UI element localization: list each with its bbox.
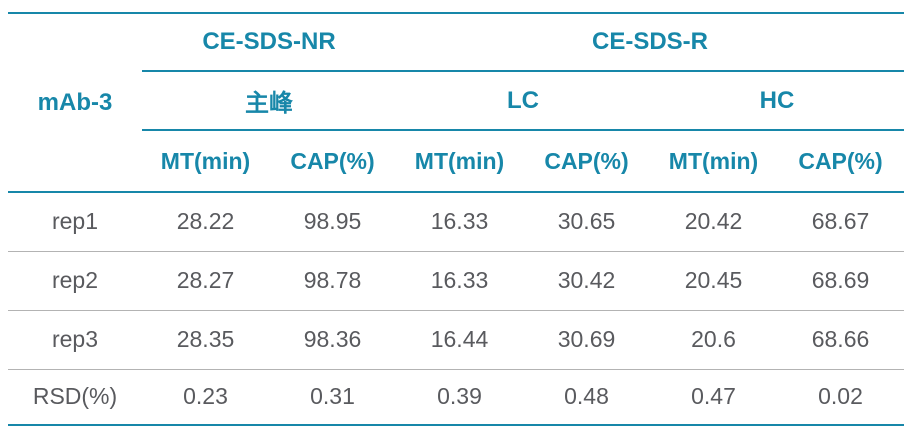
- row-label-rsd: RSD(%): [32, 383, 118, 410]
- cell-rep1-nr-mt: 28.22: [142, 192, 269, 252]
- cell-rep2-lc-mt: 16.33: [396, 251, 523, 311]
- cell-rep3-hc-cap: 68.66: [777, 310, 904, 370]
- cell-rep2-nr-mt: 28.27: [142, 251, 269, 311]
- metric-header-cap-3: CAP(%): [777, 130, 904, 193]
- results-table: mAb-3 CE-SDS-NR CE-SDS-R 主峰 LC HC MT(min…: [8, 12, 904, 426]
- subgroup-header-lc: LC: [396, 71, 650, 131]
- table-row-rsd: RSD(%) 0.23 0.31 0.39 0.48 0.47 0.02: [8, 369, 904, 425]
- row-label-rep1: rep1: [8, 192, 142, 252]
- metric-header-row: MT(min) CAP(%) MT(min) CAP(%) MT(min) CA…: [8, 130, 904, 193]
- group-header-row: mAb-3 CE-SDS-NR CE-SDS-R: [8, 13, 904, 193]
- table-body: rep1 28.22 98.95 16.33 30.65 20.42 68.67…: [8, 192, 904, 425]
- table-row-rep1: rep1 28.22 98.95 16.33 30.65 20.42 68.67: [8, 192, 904, 252]
- table-row-rep2: rep2 28.27 98.78 16.33 30.42 20.45 68.69: [8, 251, 904, 311]
- cell-rep1-lc-mt: 16.33: [396, 192, 523, 252]
- cell-rep2-hc-cap: 68.69: [777, 251, 904, 311]
- metric-header-cap-2: CAP(%): [523, 130, 650, 193]
- row-label-rep3: rep3: [8, 310, 142, 370]
- cell-rep1-hc-mt: 20.42: [650, 192, 777, 252]
- cell-rep3-hc-mt: 20.6: [650, 310, 777, 370]
- subgroup-header-hc: HC: [650, 71, 904, 131]
- cell-rsd-lc-mt: 0.39: [437, 383, 482, 410]
- metric-header-mt-2: MT(min): [396, 130, 523, 193]
- cell-rep3-lc-cap: 30.69: [523, 310, 650, 370]
- cell-rep1-lc-cap: 30.65: [523, 192, 650, 252]
- group-header-ce-sds-nr: CE-SDS-NR: [142, 13, 396, 72]
- cell-rep3-nr-cap: 98.36: [269, 310, 396, 370]
- cell-rsd-hc-mt: 0.47: [691, 383, 736, 410]
- group-header-ce-sds-r: CE-SDS-R: [396, 13, 904, 72]
- subgroup-header-row: 主峰 LC HC: [8, 71, 904, 131]
- metric-header-mt-3: MT(min): [650, 130, 777, 193]
- subgroup-header-main-peak: 主峰: [142, 71, 396, 131]
- table-row-rep3: rep3 28.35 98.36 16.44 30.69 20.6 68.66: [8, 310, 904, 370]
- cell-rsd-lc-cap: 0.48: [564, 383, 609, 410]
- cell-rsd-nr-cap: 0.31: [310, 383, 355, 410]
- cell-rep3-nr-mt: 28.35: [142, 310, 269, 370]
- cell-rep2-lc-cap: 30.42: [523, 251, 650, 311]
- table-container: mAb-3 CE-SDS-NR CE-SDS-R 主峰 LC HC MT(min…: [8, 12, 904, 426]
- cell-rep2-nr-cap: 98.78: [269, 251, 396, 311]
- cell-rep2-hc-mt: 20.45: [650, 251, 777, 311]
- cell-rep3-lc-mt: 16.44: [396, 310, 523, 370]
- cell-rsd-nr-mt: 0.23: [183, 383, 228, 410]
- table-header: mAb-3 CE-SDS-NR CE-SDS-R 主峰 LC HC MT(min…: [8, 13, 904, 193]
- cell-rep1-nr-cap: 98.95: [269, 192, 396, 252]
- cell-rep1-hc-cap: 68.67: [777, 192, 904, 252]
- metric-header-cap-1: CAP(%): [269, 130, 396, 193]
- corner-label-mab3: mAb-3: [8, 13, 142, 193]
- row-label-rep2: rep2: [8, 251, 142, 311]
- metric-header-mt-1: MT(min): [142, 130, 269, 193]
- cell-rsd-hc-cap: 0.02: [818, 383, 863, 410]
